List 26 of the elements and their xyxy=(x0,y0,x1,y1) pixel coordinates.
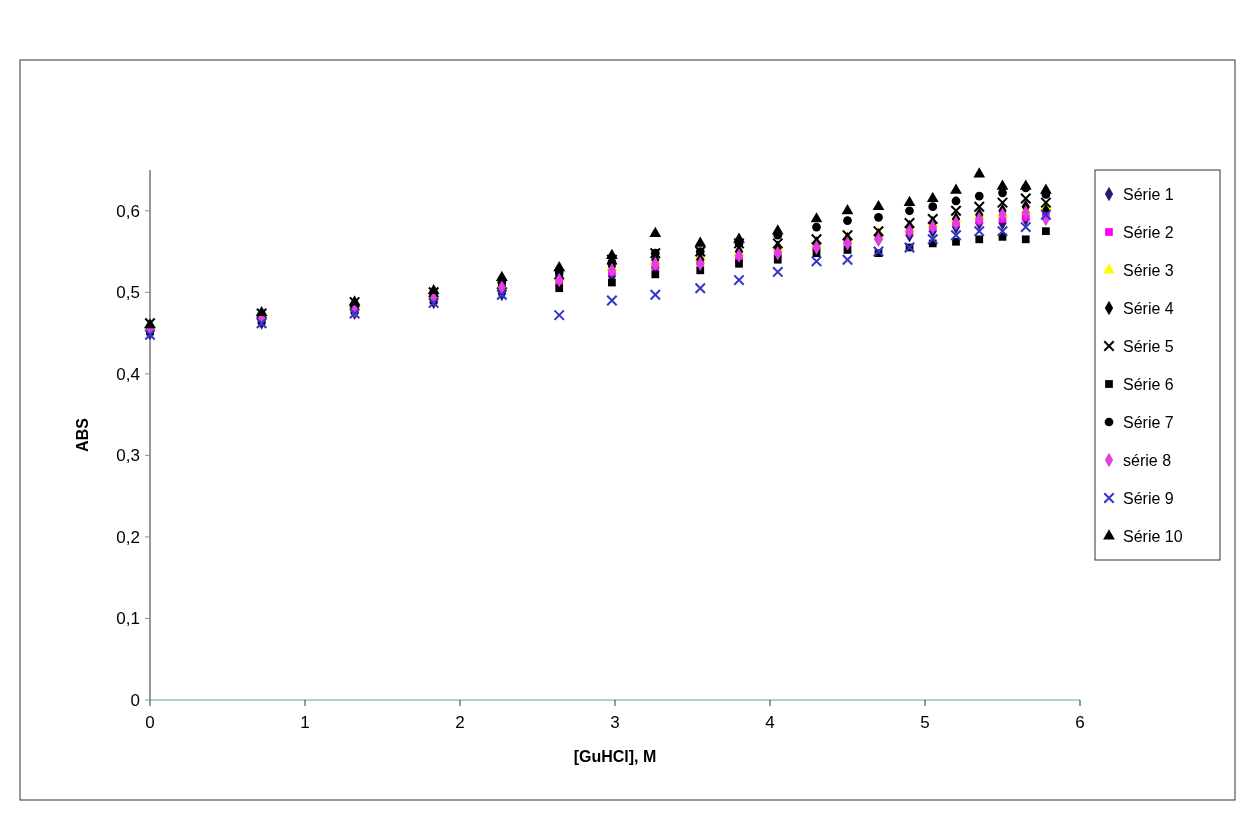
legend-label: Série 10 xyxy=(1123,527,1183,545)
legend-label: Série 7 xyxy=(1123,413,1174,431)
y-axis-title: ABS xyxy=(74,417,91,452)
x-axis-title: [GuHCl], M xyxy=(573,748,657,765)
x-tick-label: 2 xyxy=(455,713,465,732)
legend-label: Série 4 xyxy=(1123,299,1174,317)
y-tick-label: 0,4 xyxy=(116,364,140,384)
y-tick-label: 0 xyxy=(130,690,140,710)
x-tick-label: 3 xyxy=(610,713,620,732)
legend-label: Série 6 xyxy=(1123,375,1174,393)
x-tick-label: 5 xyxy=(920,713,930,732)
y-tick-label: 0,2 xyxy=(116,527,140,547)
legend-label: Série 5 xyxy=(1123,337,1174,355)
legend-label: série 8 xyxy=(1123,451,1172,469)
x-tick-label: 0 xyxy=(145,713,155,732)
y-tick-label: 0,1 xyxy=(116,609,140,629)
legend-label: Série 3 xyxy=(1123,261,1174,279)
y-tick-label: 0,6 xyxy=(116,201,140,221)
y-tick-label: 0,3 xyxy=(116,446,140,466)
legend-label: Série 1 xyxy=(1123,185,1174,203)
x-tick-label: 1 xyxy=(300,713,310,732)
x-tick-label: 6 xyxy=(1075,713,1085,732)
x-tick-label: 4 xyxy=(765,713,775,732)
y-tick-label: 0,5 xyxy=(116,283,140,303)
legend-label: Série 9 xyxy=(1123,489,1174,507)
legend-label: Série 2 xyxy=(1123,223,1174,241)
